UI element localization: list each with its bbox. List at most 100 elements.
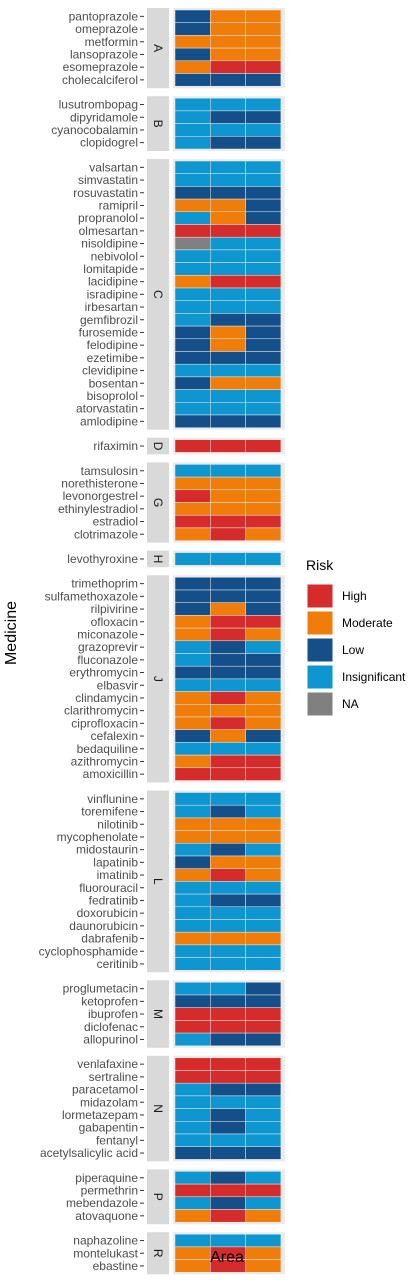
y-tick-label: clarithromycin [64,704,138,718]
legend-key [306,664,334,690]
y-tick-label: doxorubicin [77,906,138,920]
y-tick-label: sertraline [89,1070,139,1084]
heatmap-cell [174,338,211,352]
legend-label: Moderate [342,616,393,630]
strip-label: N [151,1104,165,1113]
legend-key [306,583,334,609]
y-tick-label: ebastine [93,1259,139,1273]
strip-M [147,980,169,1048]
y-tick-label: olmesartan [79,224,138,238]
heatmap-cell [210,325,246,340]
heatmap-cell [210,389,246,403]
heatmap-cell [210,1020,246,1034]
heatmap-cell [174,1196,211,1210]
heatmap-cell [245,300,282,314]
heatmap-cell [245,931,282,946]
y-tick-label: midazolam [80,1095,138,1109]
y-tick-label: midostaurin [76,843,138,857]
heatmap-cell [174,855,211,869]
strip-label: C [151,290,165,299]
y-tick-label: cholecalciferol [62,73,138,87]
heatmap-cell [245,665,282,680]
y-tick-label: vinflunine [87,792,138,806]
y-tick-label: esomeprazole [63,60,139,74]
heatmap-cell [174,627,211,642]
heatmap-cell [174,300,211,314]
heatmap-cell [210,1095,246,1109]
strip-label: R [151,1249,165,1258]
y-tick-label: diclofenac [84,1020,138,1034]
heatmap-cell [245,514,282,529]
heatmap-cell [210,224,246,238]
heatmap-cell [245,338,282,352]
strip-label: D [151,442,165,451]
heatmap-cell [174,1233,211,1248]
heatmap-cell [245,325,282,340]
heatmap-cell [174,729,211,743]
heatmap-cell [210,1070,246,1084]
y-tick-label: trimethoprim [71,577,138,591]
strip-B [147,96,169,151]
heatmap-cell [210,881,246,895]
heatmap-cell [174,868,211,882]
heatmap-cell [245,186,282,200]
heatmap-cell [245,73,282,87]
y-tick-label: pantoprazole [69,9,139,23]
heatmap-cell [245,881,282,895]
heatmap-cell [210,792,246,806]
heatmap-cell [174,363,211,378]
y-tick-label: clindamycin [75,691,138,705]
heatmap-cell [245,1146,282,1160]
heatmap-cell [210,589,246,603]
heatmap-cell [245,1032,282,1047]
heatmap-cell [174,1082,211,1097]
heatmap-cell [245,691,282,705]
heatmap-cell [245,414,282,428]
strip-label: P [151,1193,165,1201]
strip-label: L [151,878,165,885]
heatmap-cell [245,1095,282,1109]
heatmap-cell [210,1209,246,1223]
heatmap-cell [174,754,211,769]
strip-label: H [151,555,165,564]
heatmap-cell [174,716,211,730]
heatmap-cell [210,338,246,352]
heatmap-cell [245,527,282,541]
heatmap-cell [210,1183,246,1198]
heatmap-cell [174,906,211,920]
panels: Apantoprazoleomeprazolemetforminlansopra… [39,8,285,1275]
y-tick-label: levonorgestrel [63,489,138,503]
heatmap-cell [174,944,211,958]
heatmap-cell [210,653,246,667]
heatmap-cell [210,1007,246,1021]
heatmap-cell [210,402,246,416]
heatmap-cell [174,577,211,591]
heatmap-cell [245,1209,282,1223]
heatmap-cell [245,211,282,225]
heatmap-cell [210,123,246,137]
heatmap-cell [210,73,246,87]
legend-title: Risk [306,557,334,573]
heatmap-cell [210,868,246,882]
heatmap-cell [245,817,282,831]
panel-L: Lvinfluninetoremifenenilotinibmycophenol… [39,790,285,973]
legend: Risk High Moderate Low Insignificant NA [306,557,406,717]
heatmap-cell [245,464,282,478]
heatmap-cell [210,351,246,365]
y-tick-label: nilotinib [97,817,138,831]
y-tick-label: tamsulosin [81,464,138,478]
y-tick-label: piperaquine [75,1171,138,1185]
y-tick-label: isradipine [87,287,139,301]
heatmap-cell [245,35,282,49]
heatmap-cell [210,160,246,174]
y-tick-label: permethrin [81,1183,138,1197]
y-tick-label: rilpivirine [91,602,139,616]
y-tick-label: rosuvastatin [73,186,138,200]
heatmap-cell [174,1133,211,1147]
heatmap-cell [174,502,211,516]
panel-C: Cvalsartansimvastatinrosuvastatinramipri… [73,159,285,430]
heatmap-cell [245,1183,282,1198]
heatmap-cell [245,1133,282,1147]
heatmap-cell [210,640,246,654]
